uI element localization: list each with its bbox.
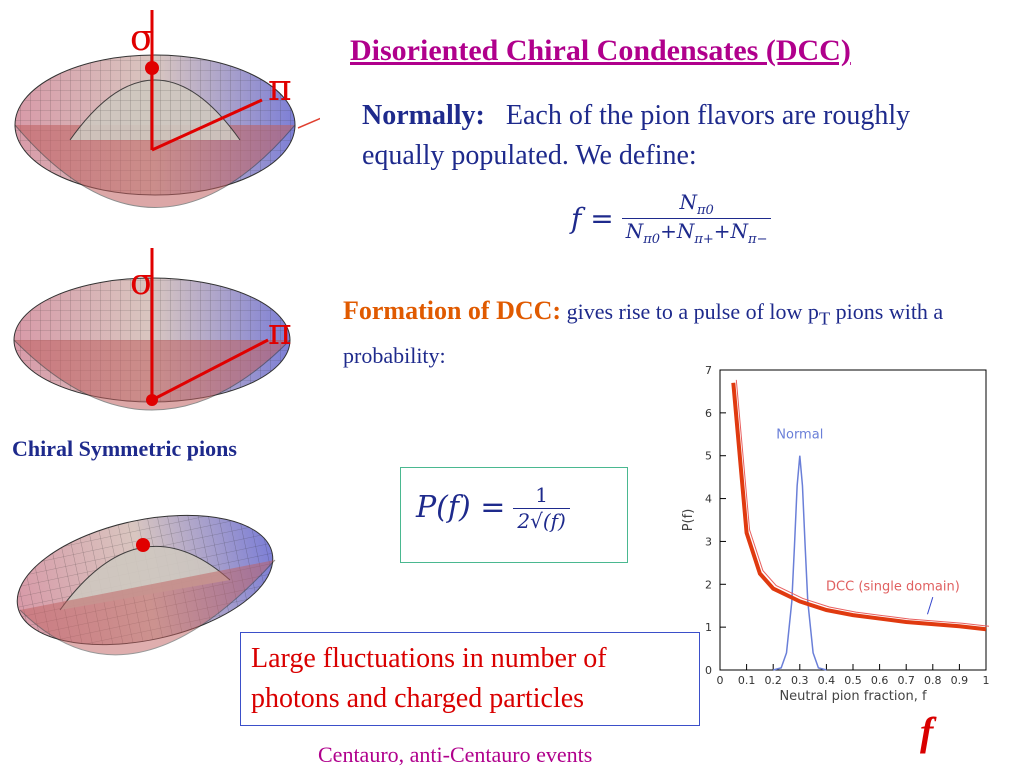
fluctuations-box: Large fluctuations in number of photons … xyxy=(240,632,700,726)
fraction-equation: f = Nπ0 Nπ0+Nπ++Nπ− xyxy=(570,190,772,247)
slide-title: Disoriented Chiral Condensates (DCC) xyxy=(350,34,851,67)
eq2-numerator: 1 xyxy=(513,482,570,509)
x-tick-label: 0.7 xyxy=(897,674,915,687)
x-tick-label: 0.6 xyxy=(871,674,889,687)
y-axis-label: P(f) xyxy=(681,509,696,532)
x-tick-label: 0.9 xyxy=(951,674,969,687)
chiral-label: Chiral Symmetric pions xyxy=(12,436,237,461)
formation-sub: T xyxy=(818,308,831,329)
normally-label: Normally: xyxy=(362,100,485,131)
eq1-numerator: N xyxy=(679,190,697,214)
series-dcc-line xyxy=(731,382,987,632)
y-tick-label: 1 xyxy=(705,621,712,634)
eq1-denominator: Nπ0+Nπ++Nπ− xyxy=(625,219,768,247)
eq1-lhs: f = xyxy=(571,202,614,235)
symmetric-potential xyxy=(13,248,291,411)
x-tick-label: 0.3 xyxy=(791,674,809,687)
eq1-numerator-sub: π0 xyxy=(696,203,714,218)
x-tick-label: 1 xyxy=(983,674,990,687)
formation-text: gives rise to a pulse of low p xyxy=(566,299,819,324)
footer-text: Centauro, anti-Centauro events xyxy=(318,742,593,767)
y-tick-label: 5 xyxy=(705,450,712,463)
y-tick-label: 3 xyxy=(705,535,712,548)
probability-equation-box: P(f) = 1 2√(f) xyxy=(400,467,628,563)
series-normal-line xyxy=(773,455,827,671)
y-tick-label: 6 xyxy=(705,407,712,420)
annotation-normal: Normal xyxy=(776,428,823,443)
sigma-label-1: σ xyxy=(130,18,155,59)
eq2-denominator: 2√(f) xyxy=(517,509,566,533)
pi-label-1: π xyxy=(268,68,292,109)
tilted-potential xyxy=(16,514,276,656)
probability-chart: 0 0.1 0.2 0.3 0.4 0.5 0.6 0.7 0.8 0.9 1 0 1 2 3 4 5 6 7 Neu… xyxy=(681,364,990,704)
x-tick-label: 0.8 xyxy=(924,674,942,687)
pi-label-2: π xyxy=(268,312,292,353)
eq2-lhs: P(f) = xyxy=(416,490,506,525)
annotation-dcc: DCC (single domain) xyxy=(826,580,960,595)
f-symbol: f xyxy=(920,709,934,754)
x-tick-label: 0 xyxy=(717,674,724,687)
formation-label: Formation of DCC: xyxy=(343,296,562,325)
y-tick-label: 2 xyxy=(705,578,712,591)
x-tick-label: 0.4 xyxy=(818,674,836,687)
mexican-hat-potential-1 xyxy=(14,10,320,208)
x-tick-label: 0.2 xyxy=(764,674,782,687)
formation-paragraph: Formation of DCC: gives rise to a pulse … xyxy=(343,292,983,375)
annotation-arrow xyxy=(927,596,934,615)
y-tick-label: 4 xyxy=(705,493,712,506)
potential-diagrams xyxy=(13,10,320,656)
y-tick-label: 7 xyxy=(705,364,712,377)
x-tick-label: 0.1 xyxy=(738,674,756,687)
x-axis-label: Neutral pion fraction, f xyxy=(779,689,927,704)
y-tick-label: 0 xyxy=(705,664,712,677)
sigma-label-2: σ xyxy=(130,262,155,303)
x-tick-label: 0.5 xyxy=(844,674,862,687)
normally-paragraph: Normally: Each of the pion flavors are r… xyxy=(362,96,962,176)
normally-text: Each of the pion flavors are roughly equ… xyxy=(362,100,911,171)
formation-text-after: pions with a probability: xyxy=(343,299,944,369)
series-dcc-histogram xyxy=(735,379,990,627)
